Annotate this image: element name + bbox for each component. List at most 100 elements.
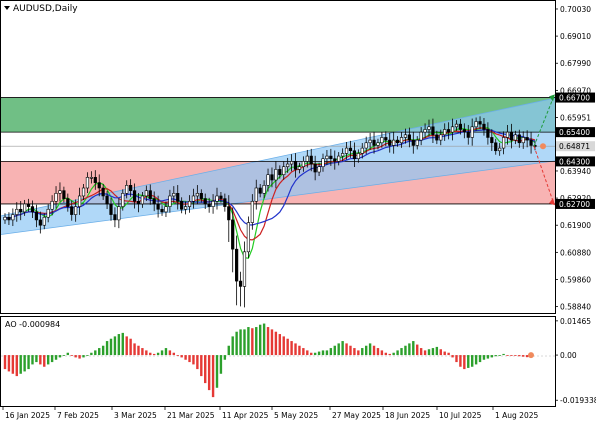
ao-bar xyxy=(353,348,356,356)
ao-bar xyxy=(137,345,140,356)
ao-bar xyxy=(490,355,494,358)
candle-body xyxy=(286,163,290,168)
ao-bar xyxy=(349,345,352,356)
price-tick-label: 0.69010 xyxy=(560,32,591,41)
candle-body xyxy=(289,161,294,165)
candle-body xyxy=(466,131,470,138)
ao-bar xyxy=(337,343,340,356)
candle-body xyxy=(66,198,70,207)
candle-body xyxy=(144,190,148,197)
candle-body xyxy=(38,219,42,226)
candle-body xyxy=(11,214,15,221)
ao-bar xyxy=(455,355,458,363)
time-tick-label: 1 Aug 2025 xyxy=(495,411,538,420)
ao-bar xyxy=(419,348,423,356)
candle-body xyxy=(270,174,274,181)
candle-body xyxy=(70,206,74,215)
candle-body xyxy=(262,185,266,194)
ao-bar xyxy=(427,349,431,356)
ao-bar xyxy=(239,329,242,356)
ao-bar xyxy=(11,355,15,374)
ao-bar xyxy=(408,343,411,356)
ao-bar xyxy=(98,348,101,356)
arrowhead-up-icon xyxy=(549,94,555,102)
ao-bar xyxy=(255,327,258,356)
time-tick-label: 27 May 2025 xyxy=(332,411,381,420)
candle-body xyxy=(321,158,325,168)
ao-bar xyxy=(180,355,183,358)
candle-body xyxy=(160,208,164,213)
candle-body xyxy=(58,190,62,194)
ao-bar xyxy=(482,355,486,360)
candle-body xyxy=(419,131,423,141)
ao-bar xyxy=(376,348,380,356)
ao-histogram xyxy=(3,323,534,398)
ao-bar xyxy=(70,355,73,356)
ao-bar xyxy=(62,355,66,356)
ao-bar xyxy=(74,355,77,358)
ao-bar xyxy=(447,352,450,356)
candle-body xyxy=(125,185,129,194)
ao-bar xyxy=(416,344,419,356)
arrowhead-down-icon xyxy=(549,198,555,206)
candle-body xyxy=(415,139,419,146)
chart-title[interactable]: AUDUSD,Daily xyxy=(4,4,78,14)
candle-body xyxy=(329,155,333,160)
candle-body xyxy=(513,134,517,141)
forecast-arrows xyxy=(533,94,555,206)
candle-body xyxy=(219,195,223,199)
ao-bar xyxy=(341,341,344,356)
candle-body xyxy=(105,195,109,205)
ao-bar xyxy=(467,355,470,368)
ao-bar xyxy=(321,350,325,356)
ao-bar xyxy=(86,355,89,356)
ao-bar xyxy=(364,345,368,356)
candle-body xyxy=(7,216,11,221)
ao-bar xyxy=(502,353,505,356)
candle-body xyxy=(462,129,466,133)
candle-body xyxy=(77,195,82,207)
price-tick-label: 0.66970 xyxy=(560,86,591,95)
candle-body xyxy=(54,193,58,202)
ao-bar xyxy=(243,329,246,356)
candle-body xyxy=(305,155,309,162)
ao-bar xyxy=(156,352,160,356)
candle-body xyxy=(439,134,443,141)
candle-body xyxy=(30,206,35,213)
ao-bar xyxy=(494,355,497,357)
ao-bar xyxy=(372,345,376,356)
ao-bar xyxy=(251,328,254,356)
candle-body xyxy=(356,153,360,160)
ao-bar xyxy=(43,355,46,367)
ao-bar xyxy=(176,355,179,356)
ao-bar xyxy=(129,338,132,356)
price-tick-label: 0.60880 xyxy=(560,248,591,257)
candle-body xyxy=(46,208,50,218)
ao-bar xyxy=(105,341,109,356)
dropdown-triangle-icon[interactable] xyxy=(4,6,10,10)
ao-bar xyxy=(368,343,372,356)
level-badge xyxy=(556,141,595,152)
ao-bar xyxy=(172,352,176,356)
ao-bar xyxy=(164,348,168,356)
ao-bar xyxy=(333,345,336,356)
candle-body xyxy=(517,134,521,144)
candle-body xyxy=(136,200,141,205)
candle-body xyxy=(486,129,490,138)
ao-bar xyxy=(31,355,34,365)
ao-bar xyxy=(451,355,454,358)
candle-body xyxy=(19,208,23,213)
ao-tick-label: -0.019338 xyxy=(560,396,596,405)
ao-bar xyxy=(50,355,54,363)
ao-bar xyxy=(227,345,230,356)
ao-bar xyxy=(7,355,11,372)
candle-body xyxy=(490,137,494,144)
candle-body xyxy=(450,126,455,133)
time-tick-label: 21 Mar 2025 xyxy=(167,411,215,420)
candle-body xyxy=(368,139,372,144)
candle-body xyxy=(117,206,121,221)
ao-bar xyxy=(357,350,360,356)
ao-bar xyxy=(121,332,124,356)
ao-bar xyxy=(325,350,329,356)
